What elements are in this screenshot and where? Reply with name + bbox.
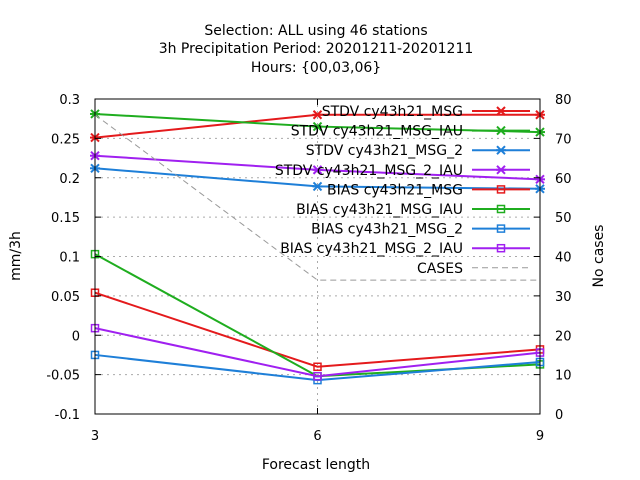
y-tick-label: 0.3 [59,93,80,108]
legend-label: BIAS cy43h21_MSG_IAU [296,202,463,218]
data-point [312,165,323,175]
legend-label: STDV cy43h21_MSG [322,104,463,120]
legend-label: BIAS cy43h21_MSG_2 [311,222,463,238]
y2-tick-label: 50 [555,211,572,226]
series-line-5 [94,291,541,368]
legend-label: STDV cy43h21_MSG_IAU [291,124,463,140]
legend-label: CASES [417,261,463,277]
legend-marker [496,204,506,214]
y2-tick-label: 30 [555,290,572,305]
title-line-1: Selection: ALL using 46 stations [204,23,427,39]
y-tick-label: 0.25 [51,132,80,147]
series-line-8 [94,327,541,378]
legend-label: BIAS cy43h21_MSG [327,182,463,198]
y-tick-label: 0.15 [51,211,80,226]
grid-lines [95,99,540,414]
y2-tick-label: 70 [555,132,572,147]
y2-tick-label: 60 [555,172,572,187]
x-axis-label: Forecast length [262,457,370,473]
legend-label: STDV cy43h21_MSG_2_IAU [275,163,463,179]
legend-marker [496,224,506,233]
data-point [312,181,323,192]
y-tick-label: -0.1 [55,408,80,423]
y2-tick-label: 20 [555,329,572,344]
legend-marker [496,145,506,155]
y2-tick-label: 80 [555,93,572,108]
title-line-2: 3h Precipitation Period: 20201211-202012… [159,41,474,57]
y2-tick-label: 10 [555,369,572,384]
y-axis-label: mm/3h [8,231,24,281]
y2-tick-label: 0 [555,408,563,423]
chart-title: Selection: ALL using 46 stations 3h Prec… [159,23,474,76]
y-tick-label: -0.05 [46,369,80,384]
y2-axis-label: No cases [591,225,607,288]
legend-label: BIAS cy43h21_MSG_2_IAU [280,241,463,257]
series-line-9 [94,114,540,281]
title-line-3: Hours: {00,03,06} [251,60,381,76]
x-tick-label: 3 [91,429,99,444]
axes-ticks: -0.1 -0.05 0 0.05 0.1 0.15 0.2 0.25 0.3 0 10 20 30 40… [46,93,571,444]
legend-marker [496,125,506,136]
x-tick-label: 9 [536,429,544,444]
data-point [313,362,322,371]
y-tick-label: 0.05 [51,290,80,305]
legend-label: STDV cy43h21_MSG_2 [306,143,463,159]
series-layer [90,109,545,385]
legend-marker [496,243,506,253]
legend-marker [496,185,506,194]
data-point [313,371,322,381]
legend-marker [496,165,506,175]
y-tick-label: 0.1 [59,251,80,266]
data-point [312,121,323,132]
legend: STDV cy43h21_MSG STDV cy43h21_MSG_IAU STDV… [275,104,530,277]
legend-marker [496,106,506,116]
y-tick-label: 0.2 [59,172,80,187]
x-tick-label: 6 [313,429,321,444]
data-point [312,110,323,120]
y2-tick-label: 40 [555,251,572,266]
y-tick-label: 0 [72,329,80,344]
